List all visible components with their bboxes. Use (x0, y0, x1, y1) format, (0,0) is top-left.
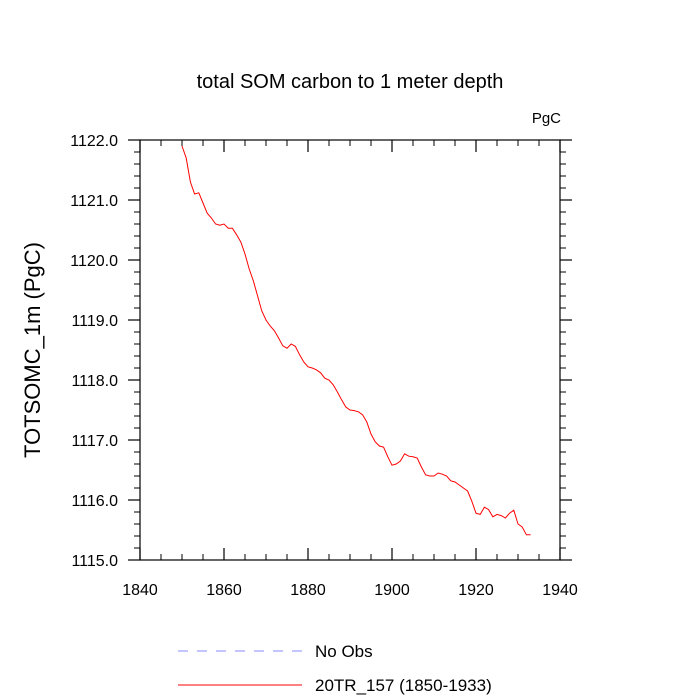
minor-ticks (134, 140, 566, 560)
x-tick-label: 1860 (206, 582, 242, 599)
legend-label: No Obs (315, 642, 373, 661)
x-tick-label: 1880 (290, 582, 326, 599)
legend-label: 20TR_157 (1850-1933) (315, 676, 492, 695)
x-tick-label: 1920 (458, 582, 494, 599)
x-tick-label: 1940 (542, 582, 578, 599)
y-tick-label: 1116.0 (71, 493, 118, 510)
y-tick-label: 1122.0 (70, 133, 118, 150)
units-label: PgC (532, 110, 561, 127)
plot-frame (139, 139, 561, 561)
y-tick-label: 1118.0 (71, 373, 118, 390)
y-tick-label: 1121.0 (70, 193, 118, 210)
chart-title: total SOM carbon to 1 meter depth (197, 71, 504, 93)
legend: No Obs 20TR_157 (1850-1933) (178, 642, 492, 695)
y-axis-label: TOTSOMC_1m (PgC) (20, 242, 45, 458)
y-tick-label: 1117.0 (71, 433, 118, 450)
tick-labels: 1840 1860 1880 1900 1920 1940 1115.0 1116.0 1117… (70, 133, 578, 599)
x-tick-label: 1840 (122, 582, 158, 599)
series-line (181, 145, 531, 536)
y-tick-label: 1115.0 (71, 553, 118, 570)
y-tick-label: 1120.0 (70, 253, 118, 270)
y-tick-label: 1119.0 (71, 313, 118, 330)
series-layer (181, 145, 531, 536)
x-tick-label: 1900 (374, 582, 410, 599)
